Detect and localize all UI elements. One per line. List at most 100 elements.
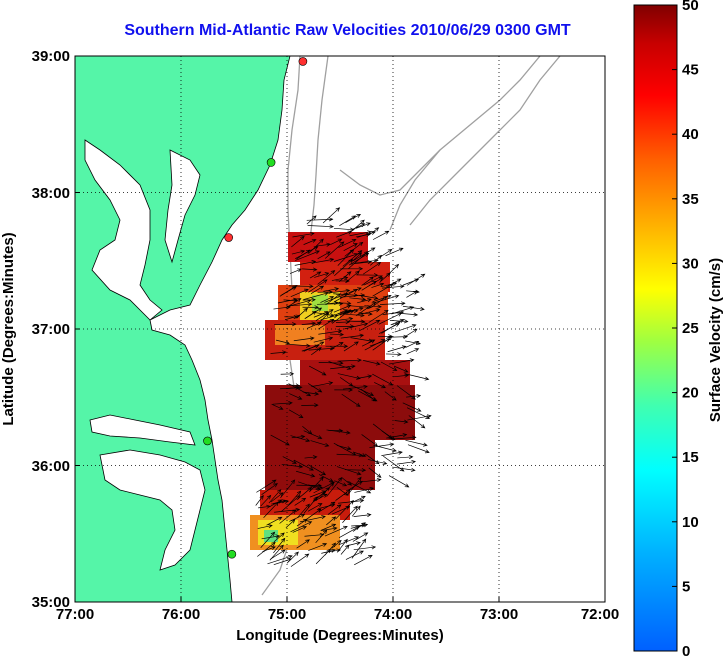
velocity-vector	[325, 300, 339, 305]
velocity-vector	[381, 284, 405, 289]
velocity-vector	[356, 308, 381, 316]
velocity-vector	[335, 499, 355, 520]
velocity-vector	[372, 230, 390, 240]
station-marker	[227, 549, 237, 559]
velocity-vector	[368, 309, 389, 323]
velocity-vector	[372, 294, 392, 303]
velocity-vector	[301, 403, 319, 408]
velocity-vector	[338, 498, 365, 504]
velocity-vector	[402, 402, 422, 412]
velocity-vector	[352, 247, 376, 262]
velocity-vector	[285, 519, 296, 529]
velocity-vector	[318, 474, 334, 482]
station-marker	[266, 158, 276, 167]
velocity-vector	[347, 319, 366, 324]
velocity-vector	[260, 531, 276, 549]
velocity-vector	[331, 276, 349, 281]
velocity-vector	[303, 496, 318, 514]
velocity-vector	[394, 323, 417, 333]
lon-tick: 73:00	[480, 606, 518, 623]
velocity-vector	[318, 503, 336, 509]
velocity-vector	[271, 403, 284, 410]
x-axis-label: Longitude (Degrees:Minutes)	[236, 627, 444, 644]
velocity-vector	[321, 548, 336, 554]
velocity-vector	[402, 328, 418, 339]
velocity-vector	[326, 429, 351, 435]
velocity-vector	[384, 391, 397, 401]
velocity-vector	[292, 526, 307, 533]
velocity-vectors	[255, 207, 432, 567]
velocity-vector	[334, 480, 348, 487]
velocity-vector	[313, 336, 334, 343]
velocity-vector	[396, 385, 416, 400]
velocity-vector	[318, 361, 344, 366]
velocity-vector	[387, 345, 407, 353]
velocity-vector	[364, 304, 382, 309]
velocity-vector	[330, 332, 345, 337]
velocity-vector	[380, 281, 398, 288]
velocity-vector	[281, 464, 304, 469]
lat-tick: 35:00	[32, 594, 70, 611]
velocity-vector	[280, 371, 295, 376]
colorbar-tick: 0	[682, 643, 690, 659]
colorbar-tick: 35	[682, 191, 699, 208]
velocity-vector	[255, 494, 264, 506]
velocity-vector	[356, 273, 379, 278]
velocity-vector	[374, 382, 386, 389]
velocity-vector	[296, 470, 316, 478]
velocity-vector	[350, 252, 363, 263]
velocity-vector	[391, 306, 415, 315]
velocity-vector	[260, 494, 272, 507]
velocity-vector	[399, 312, 419, 317]
velocity-vector	[368, 227, 380, 236]
velocity-vector	[295, 250, 320, 261]
velocity-vector	[321, 523, 337, 531]
station-marker	[203, 436, 212, 446]
velocity-vector	[351, 219, 365, 232]
velocity-vector	[318, 481, 335, 499]
velocity-vector	[341, 313, 365, 318]
velocity-vector	[392, 466, 416, 472]
velocity-vector	[355, 232, 371, 238]
velocity-vector	[324, 525, 348, 537]
velocity-vector	[291, 434, 306, 439]
velocity-vector	[353, 545, 377, 551]
velocity-vector	[385, 247, 404, 257]
velocity-vector	[348, 305, 372, 310]
velocity-vector	[323, 287, 340, 292]
colorbar-tick: 50	[682, 0, 699, 14]
velocity-vector	[406, 290, 418, 298]
velocity-vector	[310, 285, 325, 294]
velocity-vector	[397, 455, 414, 460]
velocity-vector	[336, 466, 362, 476]
velocity-vector	[270, 549, 286, 560]
velocity-vector	[386, 433, 408, 439]
velocity-vector	[358, 294, 379, 300]
velocity-vector	[407, 414, 432, 421]
velocity-vector	[334, 387, 354, 393]
velocity-vector	[309, 271, 322, 279]
colorbar	[633, 4, 678, 652]
velocity-vector	[363, 360, 381, 366]
velocity-vector	[311, 257, 335, 264]
velocity-vector	[330, 364, 356, 370]
pamlico-sound	[99, 449, 206, 571]
velocity-vector	[318, 329, 343, 335]
velocity-vector	[311, 381, 334, 388]
velocity-vector	[287, 490, 302, 506]
velocity-vector	[296, 486, 313, 501]
velocity-vector	[335, 320, 351, 325]
velocity-vector	[393, 365, 409, 373]
velocity-vector	[291, 235, 305, 248]
velocity-vector	[364, 339, 386, 351]
lon-tick: 72:00	[581, 606, 619, 623]
velocity-vector	[405, 439, 428, 447]
velocity-vector	[273, 532, 285, 543]
velocity-vector	[378, 249, 393, 259]
velocity-vector	[296, 539, 310, 549]
velocity-vector	[275, 339, 291, 345]
colorbar-tick: 10	[682, 514, 699, 531]
grid-lines	[75, 56, 605, 602]
velocity-vector	[309, 476, 324, 493]
velocity-vector	[369, 442, 395, 448]
